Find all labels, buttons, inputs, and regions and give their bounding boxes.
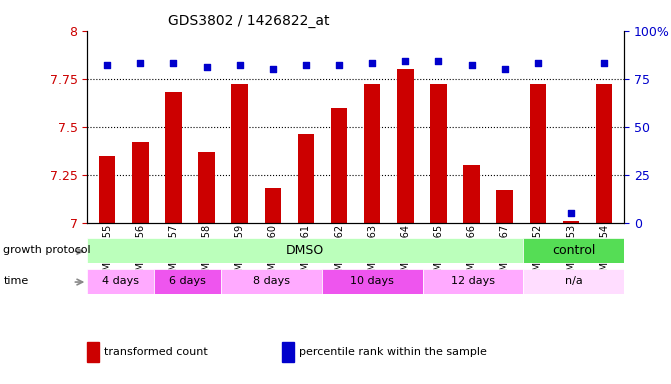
- Bar: [364, 84, 380, 223]
- Text: n/a: n/a: [565, 276, 582, 286]
- Bar: [596, 84, 613, 223]
- Bar: [397, 69, 413, 223]
- Point: [400, 58, 411, 65]
- Bar: [165, 92, 182, 223]
- Text: 10 days: 10 days: [350, 276, 395, 286]
- Bar: [198, 152, 215, 223]
- Point: [533, 60, 544, 66]
- Bar: [87, 269, 154, 294]
- Bar: [497, 190, 513, 223]
- Point: [135, 60, 146, 66]
- Point: [499, 66, 510, 72]
- Point: [201, 64, 212, 70]
- Text: percentile rank within the sample: percentile rank within the sample: [299, 347, 486, 358]
- Bar: [154, 269, 221, 294]
- Bar: [221, 269, 322, 294]
- Bar: [322, 269, 423, 294]
- Point: [566, 210, 576, 216]
- Text: DMSO: DMSO: [286, 244, 325, 257]
- Bar: [132, 142, 148, 223]
- Bar: [282, 342, 294, 362]
- Text: 12 days: 12 days: [451, 276, 495, 286]
- Bar: [264, 188, 281, 223]
- Bar: [87, 238, 523, 263]
- Point: [599, 60, 609, 66]
- Bar: [563, 221, 579, 223]
- Point: [433, 58, 444, 65]
- Point: [301, 62, 311, 68]
- Point: [466, 62, 477, 68]
- Text: transformed count: transformed count: [104, 347, 208, 358]
- Point: [333, 62, 344, 68]
- Bar: [331, 108, 348, 223]
- Point: [102, 62, 113, 68]
- Bar: [87, 342, 99, 362]
- Text: growth protocol: growth protocol: [3, 245, 91, 255]
- Text: 6 days: 6 days: [170, 276, 206, 286]
- Bar: [463, 165, 480, 223]
- Bar: [529, 84, 546, 223]
- Point: [234, 62, 245, 68]
- Bar: [523, 269, 624, 294]
- Bar: [231, 84, 248, 223]
- Bar: [430, 84, 447, 223]
- Bar: [99, 156, 115, 223]
- Text: 8 days: 8 days: [253, 276, 291, 286]
- Point: [168, 60, 178, 66]
- Bar: [523, 238, 624, 263]
- Text: 4 days: 4 days: [102, 276, 140, 286]
- Point: [367, 60, 378, 66]
- Text: time: time: [3, 276, 29, 286]
- Bar: [423, 269, 523, 294]
- Point: [268, 66, 278, 72]
- Text: control: control: [552, 244, 595, 257]
- Bar: [298, 134, 314, 223]
- Text: GDS3802 / 1426822_at: GDS3802 / 1426822_at: [168, 14, 329, 28]
